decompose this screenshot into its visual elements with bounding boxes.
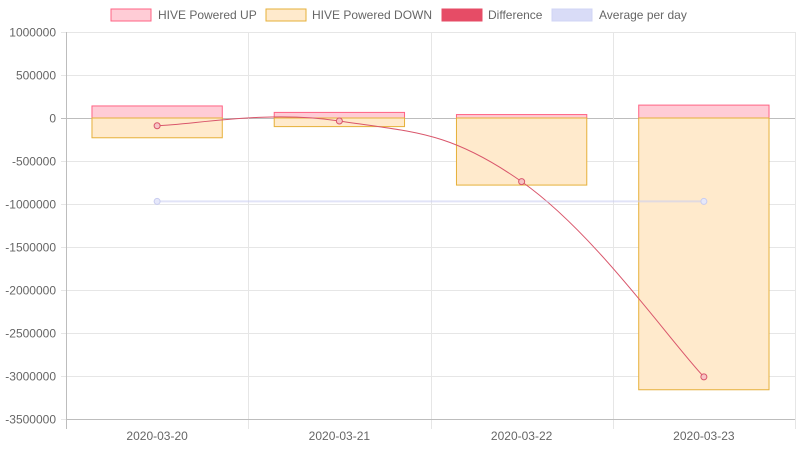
bars <box>91 104 770 391</box>
legend-label: HIVE Powered DOWN <box>312 8 432 22</box>
y-tick-label: 500000 <box>16 69 56 83</box>
difference-point <box>518 178 526 186</box>
x-tick-label: 2020-03-21 <box>309 429 371 443</box>
y-tick-label: -1500000 <box>5 241 56 255</box>
x-tick-label: 2020-03-23 <box>673 429 735 443</box>
bar <box>455 114 588 119</box>
y-tick-label: 0 <box>49 112 56 126</box>
legend-swatch <box>265 8 307 22</box>
lines <box>153 116 708 381</box>
legend-label: Average per day <box>599 8 687 22</box>
difference-point <box>700 373 708 381</box>
x-tick-label: 2020-03-20 <box>126 429 188 443</box>
legend-swatch <box>441 8 483 22</box>
average-point <box>700 197 708 205</box>
difference-line <box>157 116 705 378</box>
average-point <box>153 197 161 205</box>
legend-swatch <box>551 8 593 22</box>
difference-point <box>335 117 343 125</box>
y-axis: 1000000 500000 0 -500000 -1000000 -1500000 -20… <box>5 26 56 427</box>
x-axis: 2020-03-20 2020-03-21 2020-03-22 2020-03-23 <box>126 429 734 443</box>
difference-point <box>153 122 161 130</box>
legend-label: HIVE Powered UP <box>158 8 257 22</box>
bar <box>638 104 770 119</box>
legend-label: Difference <box>488 8 543 22</box>
legend: HIVE Powered UP HIVE Powered DOWN Differen… <box>110 8 687 22</box>
y-tick-label: 1000000 <box>9 26 56 40</box>
y-tick-label: -3500000 <box>5 413 56 427</box>
bar <box>638 117 770 391</box>
x-tick-label: 2020-03-22 <box>491 429 553 443</box>
legend-swatch <box>110 8 152 22</box>
y-tick-label: -1000000 <box>5 198 56 212</box>
y-tick-label: -3000000 <box>5 370 56 384</box>
y-tick-label: -500000 <box>12 155 56 169</box>
grid <box>61 32 796 429</box>
bar <box>455 117 588 186</box>
bar <box>91 105 223 119</box>
y-tick-label: -2000000 <box>5 284 56 298</box>
y-tick-label: -2500000 <box>5 327 56 341</box>
